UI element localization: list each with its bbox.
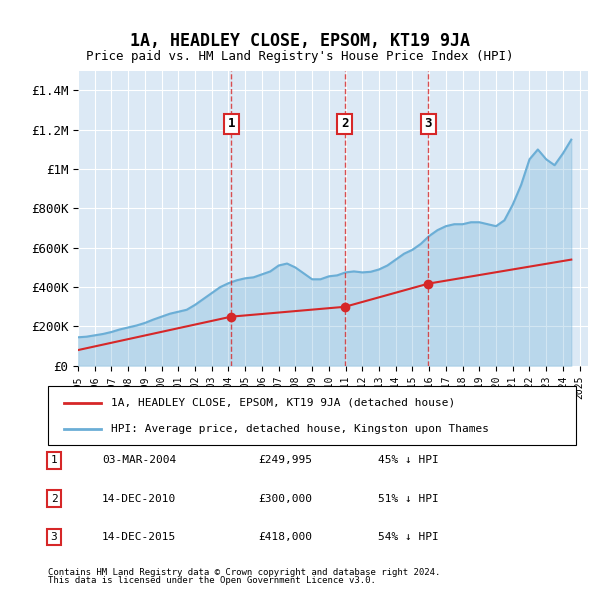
Text: 3: 3 — [50, 532, 58, 542]
Text: 1: 1 — [50, 455, 58, 465]
FancyBboxPatch shape — [48, 386, 576, 445]
Text: 03-MAR-2004: 03-MAR-2004 — [102, 455, 176, 465]
Text: HPI: Average price, detached house, Kingston upon Thames: HPI: Average price, detached house, King… — [112, 424, 490, 434]
Text: 51% ↓ HPI: 51% ↓ HPI — [378, 494, 439, 503]
Text: 2: 2 — [341, 117, 349, 130]
Text: 1A, HEADLEY CLOSE, EPSOM, KT19 9JA: 1A, HEADLEY CLOSE, EPSOM, KT19 9JA — [130, 32, 470, 51]
Text: 3: 3 — [425, 117, 432, 130]
Text: 14-DEC-2015: 14-DEC-2015 — [102, 532, 176, 542]
Text: This data is licensed under the Open Government Licence v3.0.: This data is licensed under the Open Gov… — [48, 576, 376, 585]
Text: £249,995: £249,995 — [258, 455, 312, 465]
Text: 1A, HEADLEY CLOSE, EPSOM, KT19 9JA (detached house): 1A, HEADLEY CLOSE, EPSOM, KT19 9JA (deta… — [112, 398, 455, 408]
Text: 54% ↓ HPI: 54% ↓ HPI — [378, 532, 439, 542]
Text: 1: 1 — [227, 117, 235, 130]
Text: Price paid vs. HM Land Registry's House Price Index (HPI): Price paid vs. HM Land Registry's House … — [86, 50, 514, 63]
Text: Contains HM Land Registry data © Crown copyright and database right 2024.: Contains HM Land Registry data © Crown c… — [48, 568, 440, 577]
Text: 45% ↓ HPI: 45% ↓ HPI — [378, 455, 439, 465]
Text: £418,000: £418,000 — [258, 532, 312, 542]
Text: £300,000: £300,000 — [258, 494, 312, 503]
Text: 2: 2 — [50, 494, 58, 503]
Text: 14-DEC-2010: 14-DEC-2010 — [102, 494, 176, 503]
